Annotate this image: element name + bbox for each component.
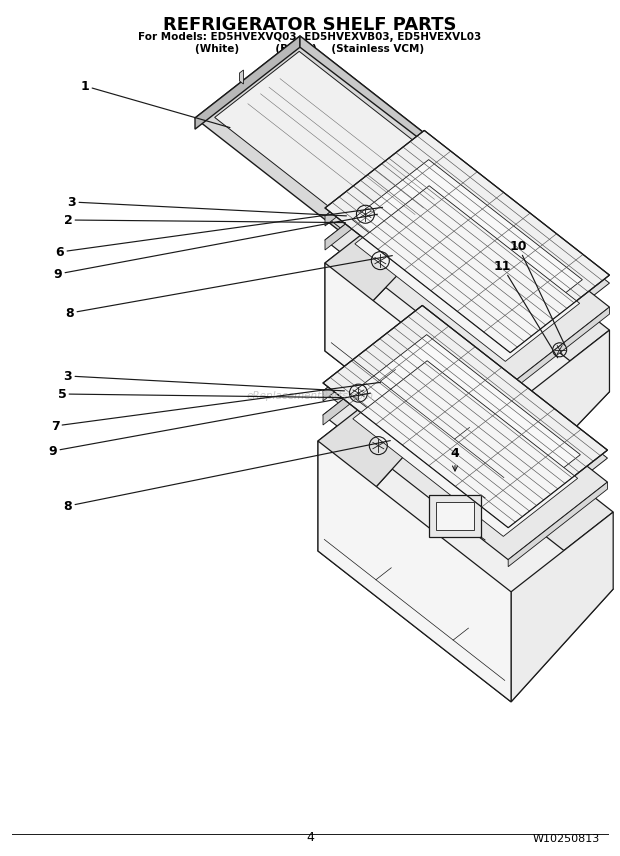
Polygon shape	[239, 70, 244, 84]
Polygon shape	[355, 186, 580, 361]
Text: 5: 5	[58, 388, 343, 401]
Text: 7: 7	[51, 383, 381, 432]
Polygon shape	[511, 512, 613, 702]
Polygon shape	[318, 438, 613, 702]
Polygon shape	[510, 330, 609, 496]
Polygon shape	[215, 51, 477, 257]
Text: (White)          (Black)    (Stainless VCM): (White) (Black) (Stainless VCM)	[195, 44, 425, 54]
Text: REFRIGERATOR SHELF PARTS: REFRIGERATOR SHELF PARTS	[163, 16, 457, 34]
Text: 6: 6	[56, 207, 383, 259]
Polygon shape	[325, 163, 424, 250]
Polygon shape	[325, 139, 609, 360]
Text: For Models: ED5HVEXVQ03, ED5HVEXVB03, ED5HVEXVL03: For Models: ED5HVEXVQ03, ED5HVEXVB03, ED…	[138, 32, 482, 42]
Text: 4: 4	[306, 831, 314, 844]
Polygon shape	[323, 306, 608, 527]
Polygon shape	[318, 361, 613, 591]
Text: 8: 8	[64, 441, 391, 513]
Polygon shape	[325, 247, 609, 496]
Polygon shape	[325, 163, 609, 384]
Polygon shape	[325, 130, 609, 353]
FancyBboxPatch shape	[436, 502, 474, 530]
Polygon shape	[195, 36, 497, 272]
Polygon shape	[325, 186, 609, 407]
Text: 8: 8	[66, 256, 392, 319]
Polygon shape	[195, 36, 300, 129]
Polygon shape	[300, 36, 497, 198]
Text: 1: 1	[81, 80, 230, 128]
Polygon shape	[508, 482, 608, 567]
Polygon shape	[318, 441, 511, 702]
Polygon shape	[323, 313, 422, 401]
Polygon shape	[323, 337, 422, 425]
Polygon shape	[325, 263, 510, 496]
Text: 2: 2	[64, 213, 345, 227]
Text: 3: 3	[64, 370, 345, 391]
Text: 9: 9	[49, 393, 371, 457]
Text: 9: 9	[54, 214, 378, 281]
Polygon shape	[323, 337, 608, 560]
FancyBboxPatch shape	[429, 495, 481, 537]
Polygon shape	[325, 186, 424, 351]
Polygon shape	[352, 159, 582, 340]
Polygon shape	[350, 335, 580, 514]
Polygon shape	[318, 361, 420, 551]
Text: 3: 3	[68, 195, 347, 216]
Polygon shape	[323, 313, 608, 536]
Text: eReplacementParts.com: eReplacementParts.com	[246, 391, 374, 401]
Text: 11: 11	[494, 259, 557, 358]
Text: 4: 4	[451, 447, 459, 471]
Polygon shape	[325, 139, 424, 226]
Text: 10: 10	[509, 240, 565, 345]
Text: W10250813: W10250813	[533, 834, 600, 844]
Polygon shape	[510, 307, 609, 392]
Polygon shape	[353, 360, 578, 537]
